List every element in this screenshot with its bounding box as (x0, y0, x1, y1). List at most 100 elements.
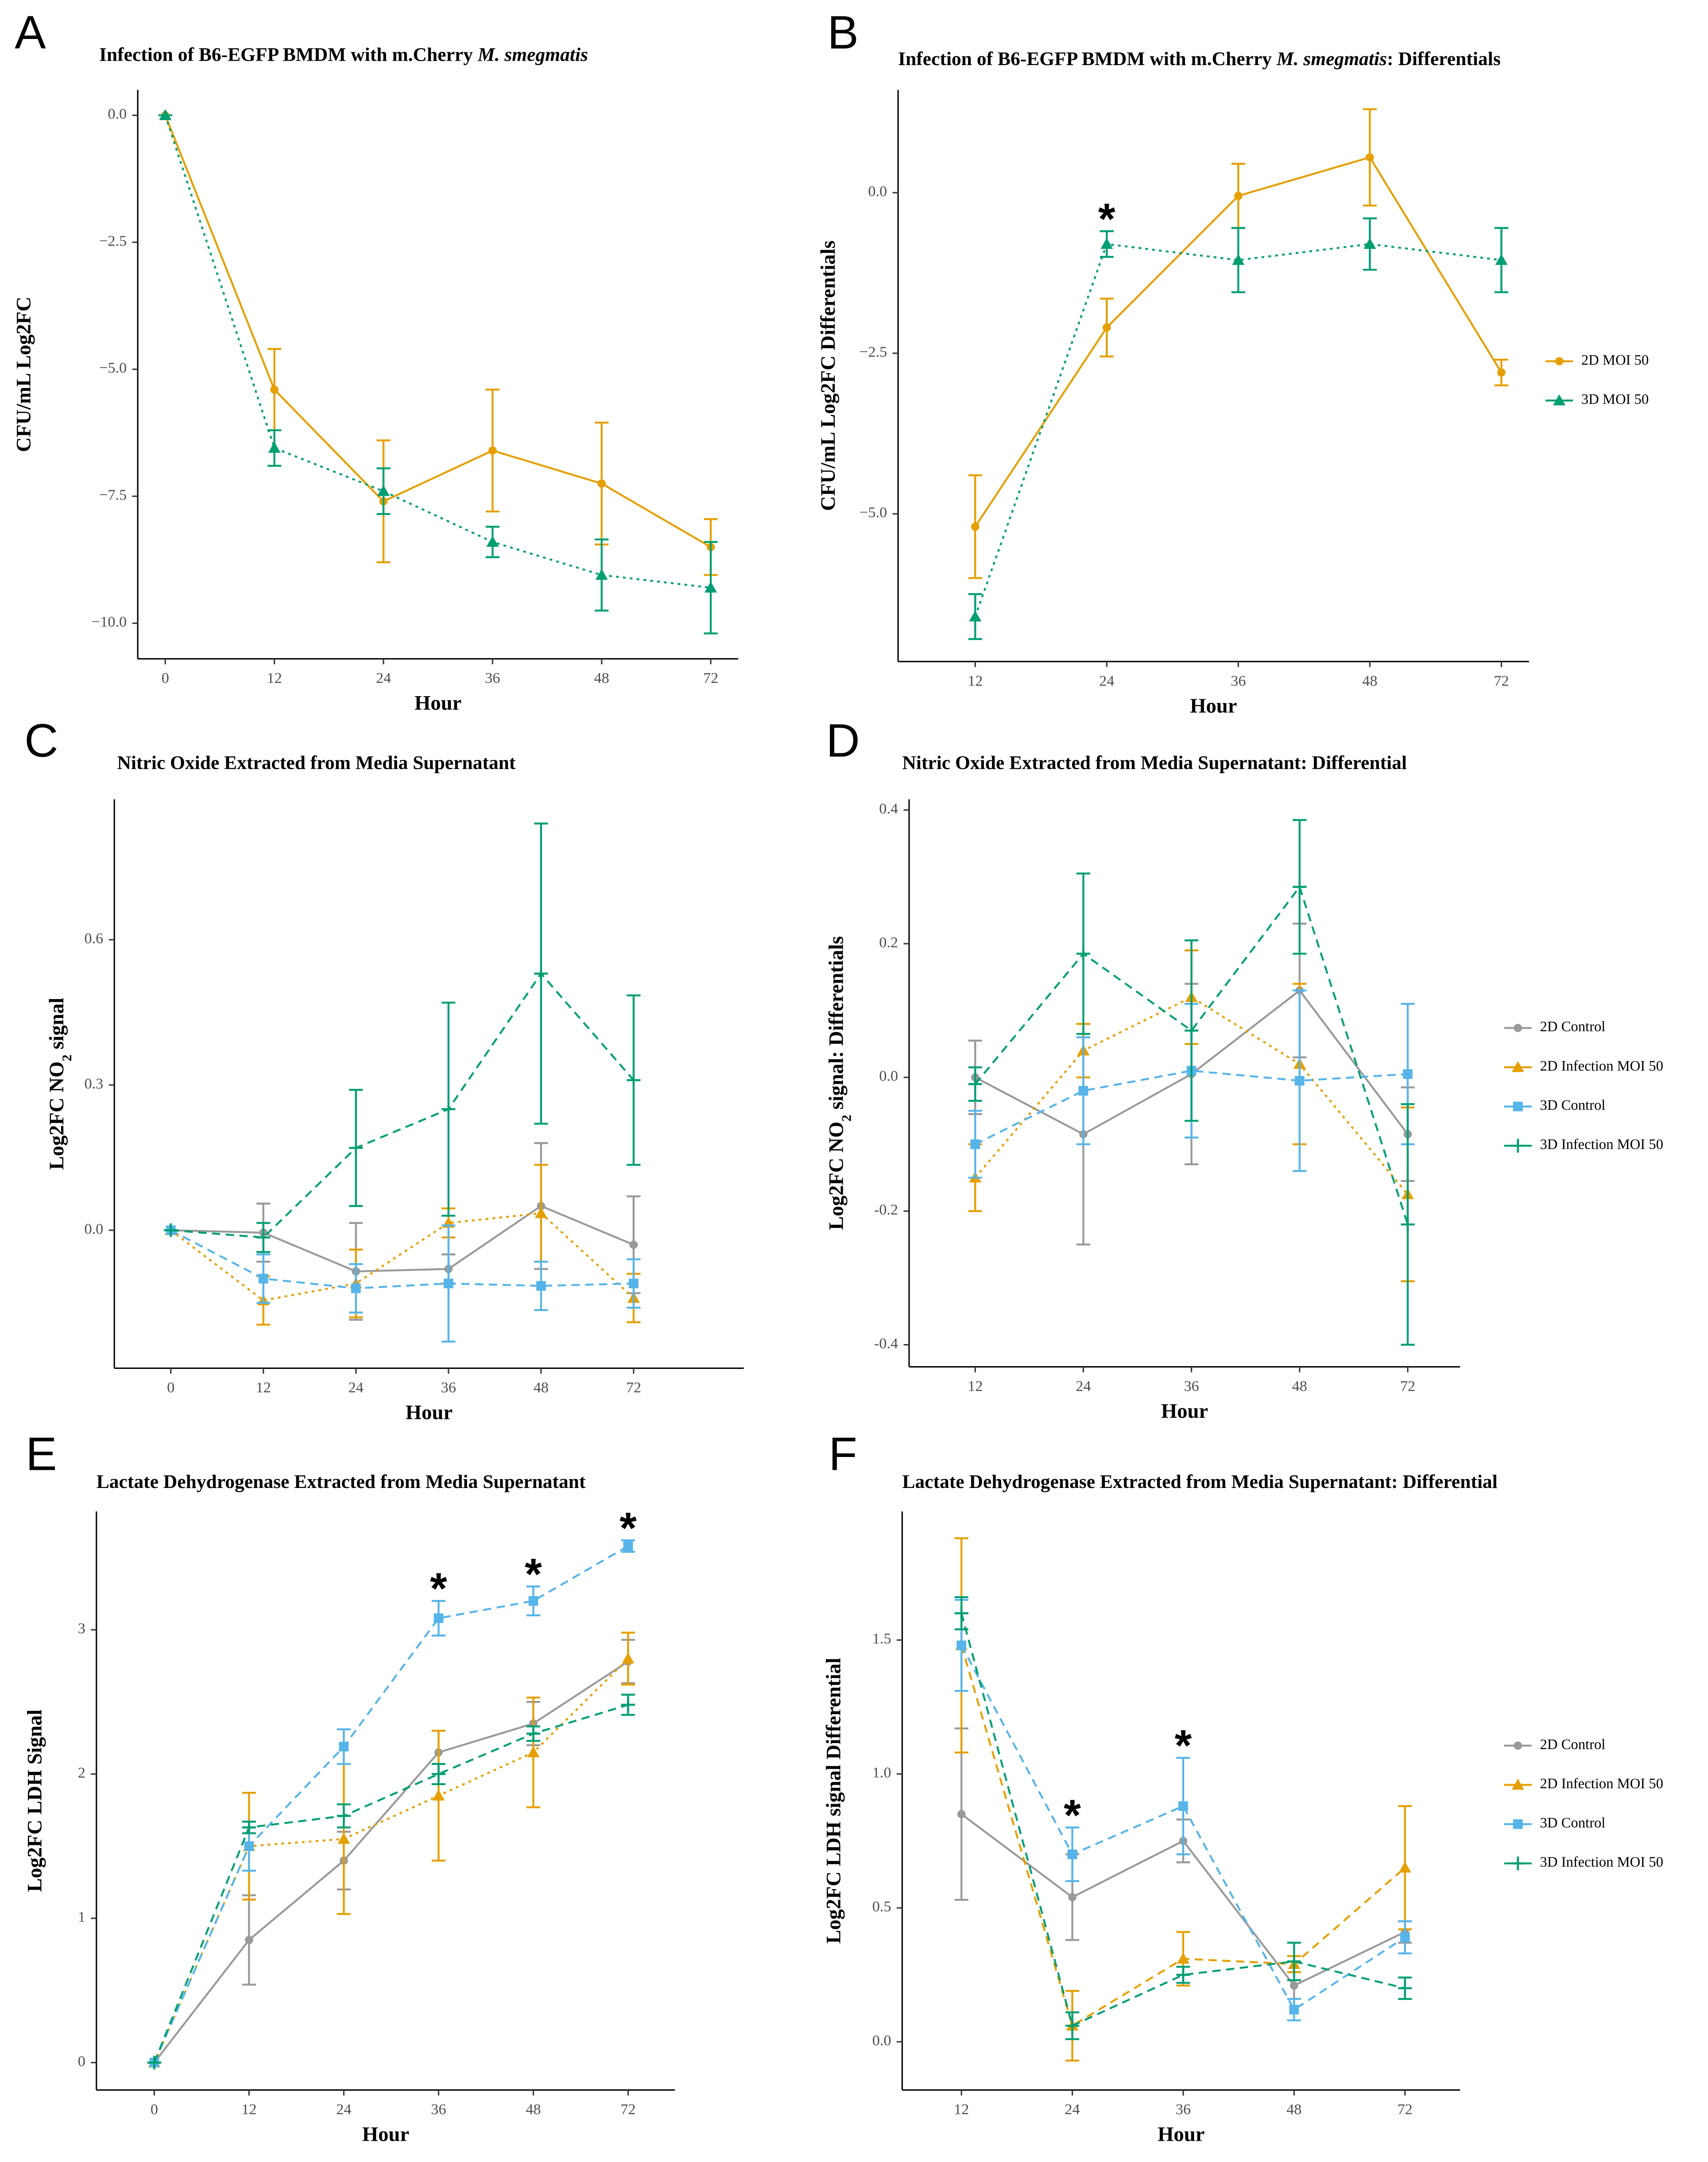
y-axis-label: Log2FC LDH Signal (23, 1709, 46, 1892)
legend-marker (1511, 1061, 1524, 1072)
y-tick-label: -0.2 (874, 1202, 898, 1218)
y-tick-label: 0.6 (85, 930, 104, 947)
chart-title: Nitric Oxide Extracted from Media Supern… (902, 752, 1407, 773)
x-tick-label: 24 (1099, 673, 1114, 689)
panel: E Lactate Dehydrogenase Extracted from Me… (23, 1428, 675, 2146)
point (970, 1139, 980, 1149)
panel: D Nitric Oxide Extracted from Media Super… (825, 714, 1663, 1422)
x-tick-label: 48 (1362, 673, 1377, 689)
x-tick-label: 24 (1076, 1378, 1091, 1395)
x-tick-label: 48 (594, 670, 609, 686)
point (628, 1279, 639, 1289)
point (1232, 254, 1245, 265)
x-tick-label: 24 (336, 2101, 351, 2118)
point (1290, 1981, 1298, 1990)
x-tick-label: 72 (703, 670, 718, 686)
text-part: 2 (838, 1115, 854, 1122)
point (1234, 191, 1243, 200)
point (432, 1789, 445, 1801)
series-line (153, 1704, 629, 2063)
x-tick-label: 12 (256, 1379, 271, 1396)
x-tick-label: 24 (376, 670, 391, 686)
text-part: 2 (59, 1054, 74, 1062)
legend-marker (1513, 1101, 1523, 1112)
point (270, 385, 279, 394)
x-tick-label: 72 (1398, 2101, 1413, 2118)
point (351, 1283, 361, 1294)
significance-marker: * (1064, 1791, 1081, 1840)
x-tick-label: 36 (1176, 2101, 1191, 2118)
point (245, 1936, 253, 1944)
series-line (961, 1645, 1406, 2011)
point (622, 1652, 635, 1664)
point (268, 442, 281, 453)
panel-label: D (826, 714, 860, 767)
x-tick-label: 36 (1231, 673, 1246, 689)
x-tick-label: 0 (151, 2101, 158, 2118)
series-line (164, 115, 711, 589)
series-line (170, 972, 635, 1239)
y-axis-label: CFU/mL Log2FC Differentials (817, 240, 840, 511)
x-tick-label: 12 (954, 2101, 969, 2118)
point (147, 2055, 161, 2070)
y-tick-label: 0.0 (108, 106, 127, 122)
x-tick-label: 36 (485, 670, 500, 686)
point (1401, 1217, 1415, 1232)
point (1185, 1023, 1199, 1038)
panel-label: F (829, 1428, 857, 1480)
legend-label: 2D MOI 50 (1581, 352, 1649, 368)
point (595, 569, 608, 580)
x-axis-label: Hour (406, 1401, 453, 1424)
y-tick-label: 0.0 (85, 1221, 104, 1237)
point (526, 1727, 540, 1741)
x-tick-label: 24 (1065, 2101, 1080, 2118)
text-part: : Differentials (1387, 48, 1501, 70)
point (337, 1809, 351, 1823)
y-tick-label: 1.0 (872, 1765, 891, 1781)
point (1289, 2005, 1299, 2015)
text-part: M. smegmatis (477, 44, 588, 66)
y-axis-label: CFU/mL Log2FC (12, 297, 35, 452)
point (627, 1073, 641, 1087)
point (337, 1833, 350, 1844)
significance-marker: * (1098, 194, 1115, 244)
x-tick-label: 48 (526, 2101, 541, 2118)
panel-label: B (827, 7, 859, 59)
point (1398, 1861, 1411, 1873)
point (969, 610, 982, 622)
x-tick-label: 36 (431, 2101, 446, 2118)
legend-marker (1511, 1778, 1524, 1790)
panel: A Infection of B6-EGFP BMDM with m.Cherry… (12, 7, 739, 715)
legend-label: 3D Infection MOI 50 (1540, 1854, 1663, 1870)
point (349, 1141, 363, 1155)
x-tick-label: 48 (1292, 1378, 1307, 1395)
x-tick-label: 36 (1184, 1378, 1199, 1395)
y-tick-label: -0.4 (874, 1335, 898, 1352)
y-tick-label: −10.0 (92, 614, 127, 630)
y-tick-label: 2 (78, 1765, 85, 1781)
point (957, 1640, 967, 1651)
y-axis-label: Log2FC NO2 signal: Differentials (825, 936, 854, 1230)
y-tick-label: 0.0 (868, 183, 887, 200)
x-tick-label: 12 (241, 2101, 256, 2118)
point (1176, 1968, 1190, 1982)
text-part: signal (45, 998, 68, 1054)
point (1293, 880, 1307, 894)
chart-title: Nitric Oxide Extracted from Media Supern… (117, 752, 515, 773)
series-line (153, 1545, 629, 2063)
x-tick-label: 72 (626, 1379, 641, 1396)
y-tick-label: 0.0 (872, 2032, 891, 2049)
text-part: Infection of B6-EGFP BMDM with m.Cherry (99, 44, 478, 66)
point (534, 966, 548, 981)
point (1398, 1981, 1412, 1995)
point (536, 1281, 546, 1291)
significance-marker: * (620, 1503, 637, 1553)
point (1178, 1801, 1188, 1811)
point (1102, 323, 1111, 332)
x-axis-label: Hour (362, 2123, 409, 2146)
legend-marker (1514, 1741, 1522, 1750)
panel: C Nitric Oxide Extracted from Media Super… (24, 714, 744, 1424)
point (486, 535, 499, 547)
x-tick-label: 12 (968, 1378, 983, 1395)
y-tick-label: 1 (78, 1909, 85, 1926)
